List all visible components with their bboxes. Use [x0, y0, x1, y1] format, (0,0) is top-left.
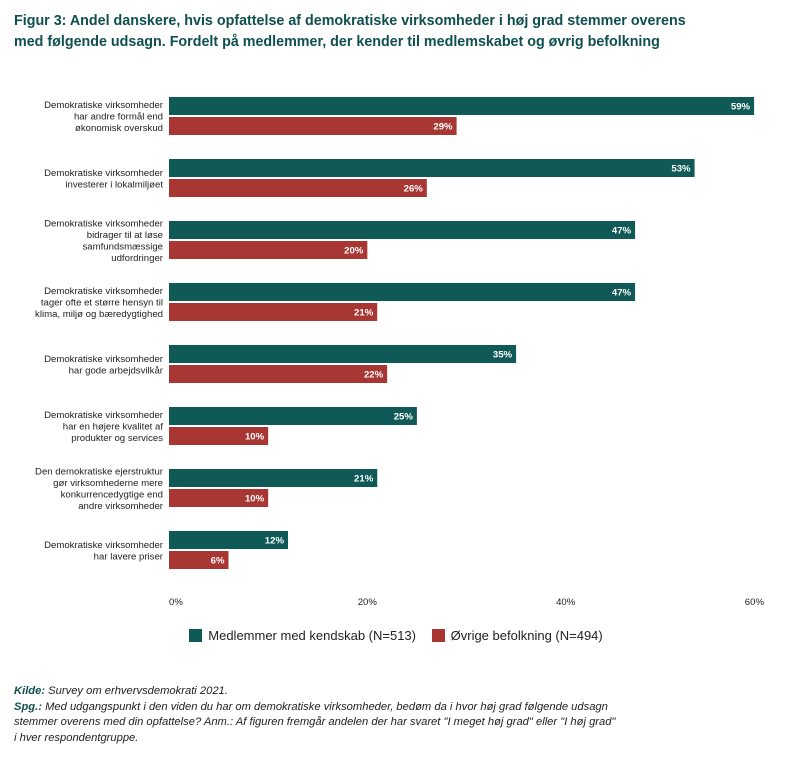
bar-members — [169, 345, 517, 363]
category-label: samfundsmæssige — [82, 241, 163, 252]
category-label: har andre formål end — [74, 112, 163, 123]
bar-others — [169, 117, 457, 135]
bar-members — [169, 469, 378, 487]
bar-others — [169, 551, 229, 569]
question-line: i hver respondentgruppe. — [14, 731, 139, 744]
bar-others — [169, 427, 269, 445]
x-tick-label: 60% — [745, 597, 765, 608]
question-line: Spg.: Med udgangspunkt i den viden du ha… — [14, 700, 784, 716]
category-label: Demokratiske virksomheder — [44, 100, 164, 111]
category-label: udfordringer — [111, 253, 164, 264]
data-label: 53% — [671, 164, 691, 175]
source-text: Survey om erhvervsdemokrati 2021. — [45, 685, 228, 697]
data-label: 35% — [493, 350, 513, 361]
data-label: 21% — [354, 474, 374, 485]
footnote: Kilde: Survey om erhvervsdemokrati 2021.… — [14, 684, 784, 746]
legend-item-others: Øvrige befolkning (N=494) — [431, 628, 603, 643]
bar-members — [169, 407, 417, 425]
title-line: med følgende udsagn. Fordelt på medlemme… — [14, 34, 660, 50]
bar-others — [169, 489, 269, 507]
category-label: andre virksomheder — [78, 501, 164, 512]
data-label: 25% — [394, 412, 414, 423]
bar-members — [169, 221, 636, 239]
data-label: 47% — [612, 288, 632, 299]
data-label: 26% — [404, 184, 424, 195]
source-line: Kilde: Survey om erhvervsdemokrati 2021. — [14, 684, 784, 700]
data-label: 10% — [245, 432, 265, 443]
data-label: 12% — [265, 536, 285, 547]
category-label: Demokratiske virksomheder — [44, 540, 164, 551]
legend: Medlemmer med kendskab (N=513) Øvrige be… — [0, 628, 792, 645]
category-label: tager ofte et større hensyn til — [41, 298, 163, 309]
category-label: Demokratiske virksomheder — [44, 286, 164, 297]
category-label: har gode arbejdsvilkår — [69, 365, 164, 376]
category-label: har en højere kvalitet af — [63, 422, 164, 433]
data-label: 21% — [354, 308, 374, 319]
bar-others — [169, 303, 378, 321]
bar-members — [169, 97, 755, 115]
x-tick-label: 20% — [358, 597, 378, 608]
data-label: 6% — [211, 556, 225, 567]
question-text: Med udgangspunkt i den viden du har om d… — [41, 700, 608, 713]
bar-others — [169, 365, 388, 383]
category-label: Demokratiske virksomheder — [44, 354, 164, 365]
data-label: 59% — [731, 102, 751, 113]
legend-swatch-members — [189, 629, 203, 642]
category-label: produkter og services — [71, 433, 163, 444]
category-label: klima, miljø og bæredygtighed — [35, 309, 163, 320]
category-label: gør virksomhederne mere — [53, 478, 163, 489]
category-label: Demokratiske virksomheder — [44, 218, 164, 229]
data-label: 20% — [344, 246, 364, 257]
bar-members — [169, 531, 288, 549]
source-label: Kilde: — [14, 685, 46, 697]
legend-label-others: Øvrige befolkning (N=494) — [450, 628, 603, 643]
bar-members — [169, 283, 636, 301]
data-label: 29% — [433, 122, 453, 133]
category-label: konkurrencedygtige end — [61, 489, 163, 500]
chart-title: Figur 3: Andel danskere, hvis opfattelse… — [14, 11, 784, 53]
x-tick-label: 0% — [169, 597, 183, 608]
x-tick-label: 40% — [556, 597, 576, 608]
category-label: økonomisk overskud — [75, 123, 163, 134]
bar-members — [169, 159, 695, 177]
category-label: Den demokratiske ejerstruktur — [35, 466, 164, 477]
category-label: investerer i lokalmiljøet — [65, 179, 163, 190]
bar-others — [169, 179, 427, 197]
bar-others — [169, 241, 368, 259]
category-label: har lavere priser — [94, 551, 164, 562]
category-label: bidrager til at løse — [87, 230, 163, 241]
legend-label-members: Medlemmer med kendskab (N=513) — [208, 628, 416, 643]
title-line: Figur 3: Andel danskere, hvis opfattelse… — [14, 13, 686, 29]
legend-item-members: Medlemmer med kendskab (N=513) — [189, 628, 416, 643]
category-label: Demokratiske virksomheder — [44, 168, 164, 179]
legend-swatch-others — [431, 629, 445, 642]
data-label: 22% — [364, 370, 384, 381]
question-label: Spg.: — [14, 700, 42, 713]
data-label: 10% — [245, 494, 265, 505]
question-line: stemmer overens med din opfattelse? Anm.… — [14, 716, 616, 728]
category-label: Demokratiske virksomheder — [44, 410, 164, 421]
data-label: 47% — [612, 226, 632, 237]
